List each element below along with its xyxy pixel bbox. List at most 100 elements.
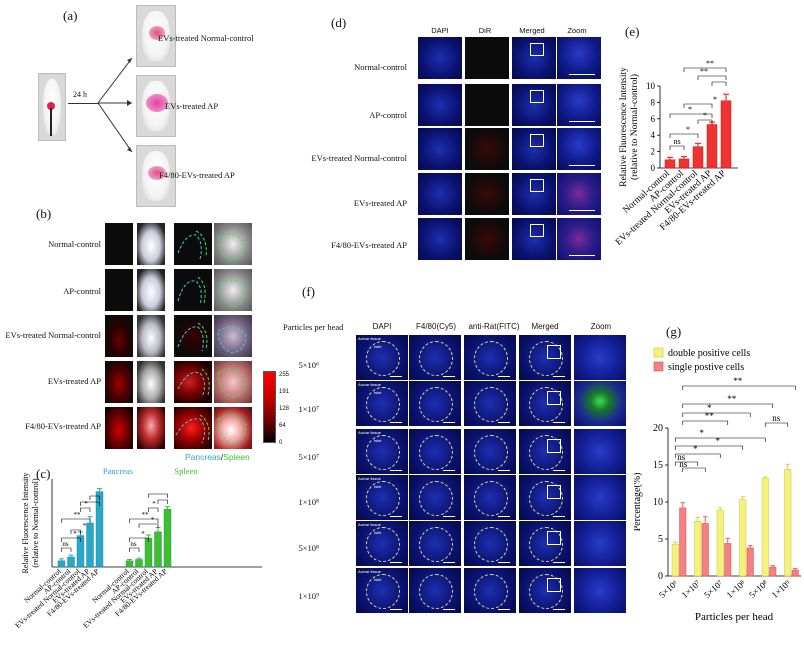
scale-bar xyxy=(569,210,595,211)
bar xyxy=(692,146,704,169)
dapi-image xyxy=(418,128,462,170)
bar-single-positive xyxy=(791,569,799,577)
significance-bracket xyxy=(682,385,796,390)
ivis-organ-image xyxy=(174,269,212,311)
scale-bar xyxy=(443,470,455,471)
x-tick-label: 1×10⁸ xyxy=(725,578,748,600)
y-tick-label: 15 xyxy=(653,460,663,471)
dir-image xyxy=(465,128,509,170)
scale-bar xyxy=(553,516,565,517)
f-row-label: 5×10⁶ xyxy=(298,360,319,370)
scale-bar xyxy=(390,422,402,423)
organ-outlines xyxy=(175,230,247,444)
zoom-region-box xyxy=(530,224,544,237)
panel-d-label: (d) xyxy=(331,15,347,30)
branch-arrows xyxy=(97,57,133,153)
caption-separator: / xyxy=(220,452,224,462)
scale-bar xyxy=(553,609,565,610)
f-col-label: Zoom xyxy=(590,322,612,331)
significance-bracket xyxy=(683,103,713,108)
significance-bracket xyxy=(89,495,100,500)
mouse-f480-image xyxy=(136,145,176,207)
significance-bracket xyxy=(674,453,721,458)
legend-swatch-single xyxy=(653,361,664,372)
bar-spleen xyxy=(163,508,172,568)
scale-bar xyxy=(443,609,455,610)
zoom-region-box xyxy=(547,578,561,592)
organ-bright-image xyxy=(214,223,252,265)
mouse-ap-image xyxy=(136,75,176,137)
significance-mark: * xyxy=(141,530,145,538)
f-zoom-image xyxy=(574,381,626,426)
islet-outline xyxy=(474,481,508,516)
zoom-region-box xyxy=(547,345,561,359)
significance-bracket xyxy=(80,507,91,512)
significance-mark: ns xyxy=(130,540,137,548)
bar-double-positive xyxy=(694,520,702,577)
x-tick-label: 1×10⁷ xyxy=(680,578,703,600)
f-zoom-image xyxy=(574,335,626,380)
scale-bar xyxy=(553,422,565,423)
significance-mark: * xyxy=(716,436,721,446)
significance-bracket xyxy=(674,437,766,442)
scale-bar xyxy=(553,562,565,563)
acinar-tissue-label: Acinar tissue xyxy=(358,336,381,341)
zoom-region-box xyxy=(547,485,561,499)
islet-outline xyxy=(419,341,453,376)
d-col-label: DiR xyxy=(478,26,492,35)
scale-bar xyxy=(569,74,595,75)
d-col-label: Zoom xyxy=(567,26,587,35)
ivis-bright-image xyxy=(137,223,165,265)
significance-mark: * xyxy=(693,444,698,454)
scale-bar xyxy=(498,562,510,563)
significance-bracket xyxy=(80,501,100,506)
ivis-whole-body-image xyxy=(105,269,133,311)
significance-bracket xyxy=(61,547,72,552)
f-zoom-image xyxy=(574,521,626,566)
ivis-whole-body-image xyxy=(105,315,133,357)
mouse-normal-image xyxy=(136,5,176,67)
organ-caption: Pancreas/Spleen xyxy=(185,452,250,462)
significance-bracket xyxy=(129,537,149,542)
bar-spleen xyxy=(135,559,143,568)
group-label-2: EVs-treated AP xyxy=(165,101,219,111)
bar xyxy=(706,124,718,169)
y-tick-label: 20 xyxy=(653,423,663,434)
bar-pancreas xyxy=(86,522,94,568)
acinar-tissue-label: Acinar tissue xyxy=(358,382,381,387)
scale-bar xyxy=(553,470,565,471)
islet-outline xyxy=(474,435,508,470)
x-tick-label: 5×10⁸ xyxy=(747,578,770,600)
bar-double-positive xyxy=(739,499,747,577)
chart-c: Relative Fluorescence Intensity (relative… xyxy=(13,466,262,630)
caption-pancreas: Pancreas xyxy=(185,452,221,462)
scale-bar xyxy=(569,165,595,166)
merged-image xyxy=(512,84,556,126)
significance-bracket xyxy=(764,422,789,427)
significance-bracket xyxy=(138,523,159,528)
colorbar-tick: 64 xyxy=(279,423,286,429)
f-row-label: 5×10⁸ xyxy=(298,543,319,553)
bar-double-positive xyxy=(716,509,724,577)
islet-outline xyxy=(529,435,563,470)
islet-outline xyxy=(474,527,508,562)
significance-mark: * xyxy=(73,530,77,538)
dapi-image xyxy=(418,37,462,79)
scale-bar xyxy=(498,516,510,517)
merged-image xyxy=(512,173,556,215)
zoom-region-box xyxy=(547,439,561,453)
islet-outline xyxy=(419,527,453,562)
dapi-image xyxy=(418,218,462,260)
y-tick-label: 2 xyxy=(651,147,656,157)
significance-bracket xyxy=(129,547,140,552)
zoom-image xyxy=(557,173,601,215)
scale-bar xyxy=(498,376,510,377)
islet-outline xyxy=(474,574,508,609)
zoom-region-box xyxy=(530,43,544,56)
group-label-1: EVs-treated Normal-control xyxy=(158,33,254,43)
d-row-label: EVs-treated AP xyxy=(353,198,407,208)
dapi-image xyxy=(418,173,462,215)
dapi-image xyxy=(418,84,462,126)
f-row-label: 5×10⁷ xyxy=(298,452,319,462)
significance-mark: * xyxy=(83,522,87,530)
